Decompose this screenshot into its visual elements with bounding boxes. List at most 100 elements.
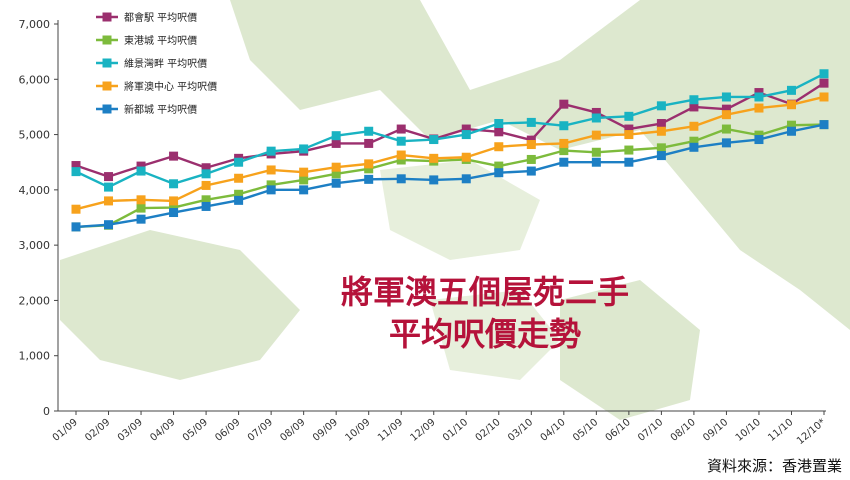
data-point (591, 157, 601, 167)
data-point (71, 161, 81, 171)
data-point (559, 146, 569, 156)
data-point (201, 195, 211, 205)
data-point (71, 204, 81, 214)
series-1 (71, 78, 829, 182)
data-point (591, 147, 601, 157)
data-point (136, 214, 146, 224)
data-point (299, 144, 309, 154)
data-point (429, 153, 439, 163)
data-point (364, 126, 374, 136)
data-point (136, 161, 146, 171)
data-point (364, 138, 374, 148)
data-point (429, 135, 439, 145)
y-axis-ticks: 0 1,000 2,000 3,000 4,000 5,000 6,000 7,000 (19, 18, 58, 418)
data-point (429, 175, 439, 185)
legend-marker (102, 104, 112, 114)
data-point (396, 136, 406, 146)
data-point (494, 142, 504, 152)
data-point (624, 124, 634, 134)
data-point (819, 120, 829, 130)
legend-marker (102, 81, 112, 91)
data-point (689, 121, 699, 131)
series-group (71, 69, 829, 232)
data-point (559, 121, 569, 131)
series-line (75, 123, 825, 229)
data-point (169, 196, 179, 206)
data-point (721, 104, 731, 114)
data-point (461, 124, 471, 134)
data-point (721, 110, 731, 120)
data-point (819, 78, 829, 88)
legend-item: 新都城 平均呎價 (96, 103, 197, 116)
y-tick-label: 1,000 (19, 350, 51, 363)
y-tick-label: 0 (43, 405, 50, 418)
title-line-2: 平均呎價走勢 (389, 315, 581, 353)
data-point (299, 185, 309, 195)
title-line-1: 將軍澳五個屋苑二手 (341, 273, 629, 311)
data-point (656, 143, 666, 153)
series-line (75, 95, 825, 211)
data-point (396, 174, 406, 184)
series-2 (71, 120, 829, 232)
series-line (75, 72, 825, 189)
series-line (75, 82, 825, 178)
data-point (786, 126, 796, 136)
legend-label: 東港城 平均呎價 (124, 34, 197, 47)
data-point (136, 166, 146, 176)
data-point (169, 151, 179, 161)
data-point (591, 113, 601, 123)
data-point (104, 196, 114, 206)
data-point (494, 168, 504, 178)
legend-label: 都會駅 平均呎價 (124, 11, 197, 24)
data-point (266, 180, 276, 190)
data-point (494, 119, 504, 129)
chart-title: 將軍澳五個屋苑二手 平均呎價走勢 (341, 273, 629, 353)
data-point (494, 161, 504, 171)
data-point (201, 180, 211, 190)
data-point (624, 130, 634, 140)
data-point (461, 152, 471, 162)
data-point (364, 159, 374, 169)
data-point (624, 145, 634, 155)
data-point (299, 175, 309, 185)
data-point (656, 126, 666, 136)
data-point (656, 151, 666, 161)
data-point (526, 117, 536, 127)
series-4 (71, 92, 829, 214)
data-point (234, 173, 244, 183)
data-point (689, 102, 699, 112)
legend-label: 將軍澳中心 平均呎價 (124, 80, 217, 93)
data-point (689, 142, 699, 152)
data-point (559, 157, 569, 167)
data-point (104, 182, 114, 192)
data-point (721, 138, 731, 148)
data-point (169, 208, 179, 218)
data-point (754, 135, 764, 145)
legend-item: 維景灣畔 平均呎價 (96, 57, 207, 70)
legend-marker (102, 58, 112, 68)
legend-marker (102, 12, 112, 22)
data-point (624, 157, 634, 167)
data-point (331, 169, 341, 179)
data-point (396, 155, 406, 165)
data-point (526, 154, 536, 164)
legend-item: 東港城 平均呎價 (96, 34, 197, 47)
data-point (136, 203, 146, 213)
data-point (624, 111, 634, 121)
y-tick-label: 5,000 (19, 129, 51, 142)
y-tick-label: 6,000 (19, 73, 51, 86)
data-point (234, 189, 244, 199)
data-point (364, 174, 374, 184)
data-point (234, 195, 244, 205)
data-point (786, 85, 796, 95)
data-point (71, 222, 81, 232)
data-point (526, 140, 536, 150)
data-point (819, 69, 829, 79)
data-point (299, 167, 309, 177)
y-tick-label: 4,000 (19, 184, 51, 197)
data-point (656, 101, 666, 111)
legend-marker (102, 35, 112, 45)
data-point (234, 157, 244, 167)
